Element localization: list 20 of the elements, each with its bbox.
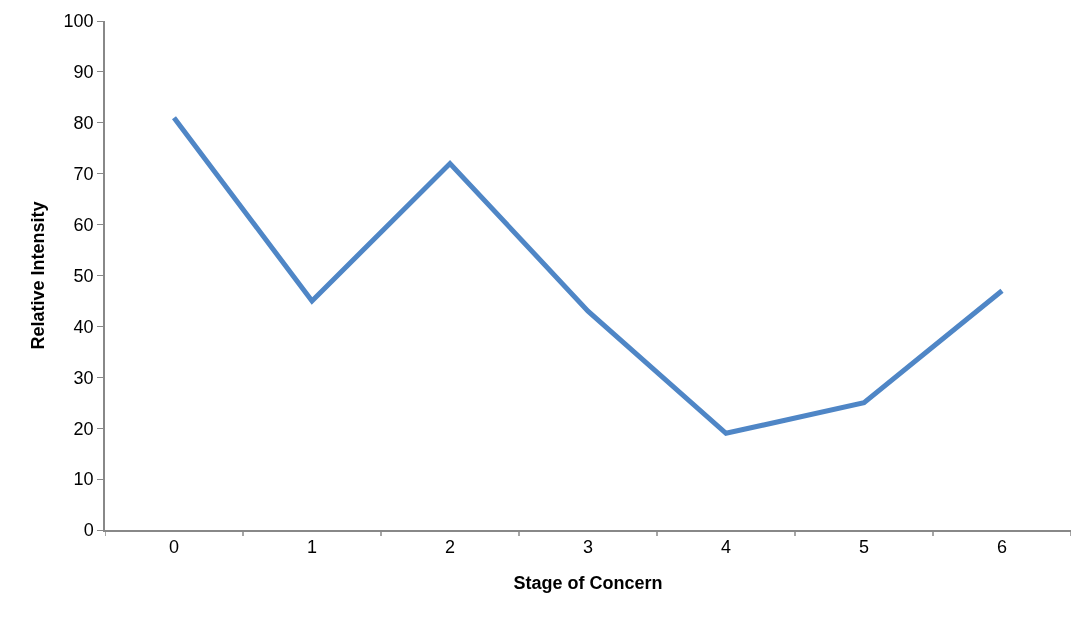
x-tick-label: 0 — [168, 537, 180, 558]
y-tick-label: 60 — [73, 214, 94, 235]
y-tick-label: 80 — [73, 113, 94, 134]
x-axis-title: Stage of Concern — [513, 572, 663, 593]
y-tick-label: 30 — [73, 367, 94, 388]
x-tick-label: 3 — [582, 537, 594, 558]
y-tick-label: 20 — [73, 418, 94, 439]
y-tick-label: 90 — [73, 62, 94, 83]
x-tick-label: 1 — [306, 537, 318, 558]
y-tick-label: 100 — [63, 11, 94, 32]
x-tick-label: 4 — [720, 537, 732, 558]
y-tick-label: 50 — [73, 265, 94, 286]
y-tick-label: 0 — [83, 520, 94, 541]
x-tick-label: 6 — [996, 537, 1008, 558]
x-tick-label: 5 — [858, 537, 870, 558]
y-axis-title: Relative Intensity — [28, 201, 49, 350]
y-tick-label: 40 — [73, 316, 94, 337]
y-tick-label: 70 — [73, 164, 94, 184]
y-tick-label: 10 — [73, 469, 94, 490]
x-tick-label: 2 — [444, 537, 456, 558]
